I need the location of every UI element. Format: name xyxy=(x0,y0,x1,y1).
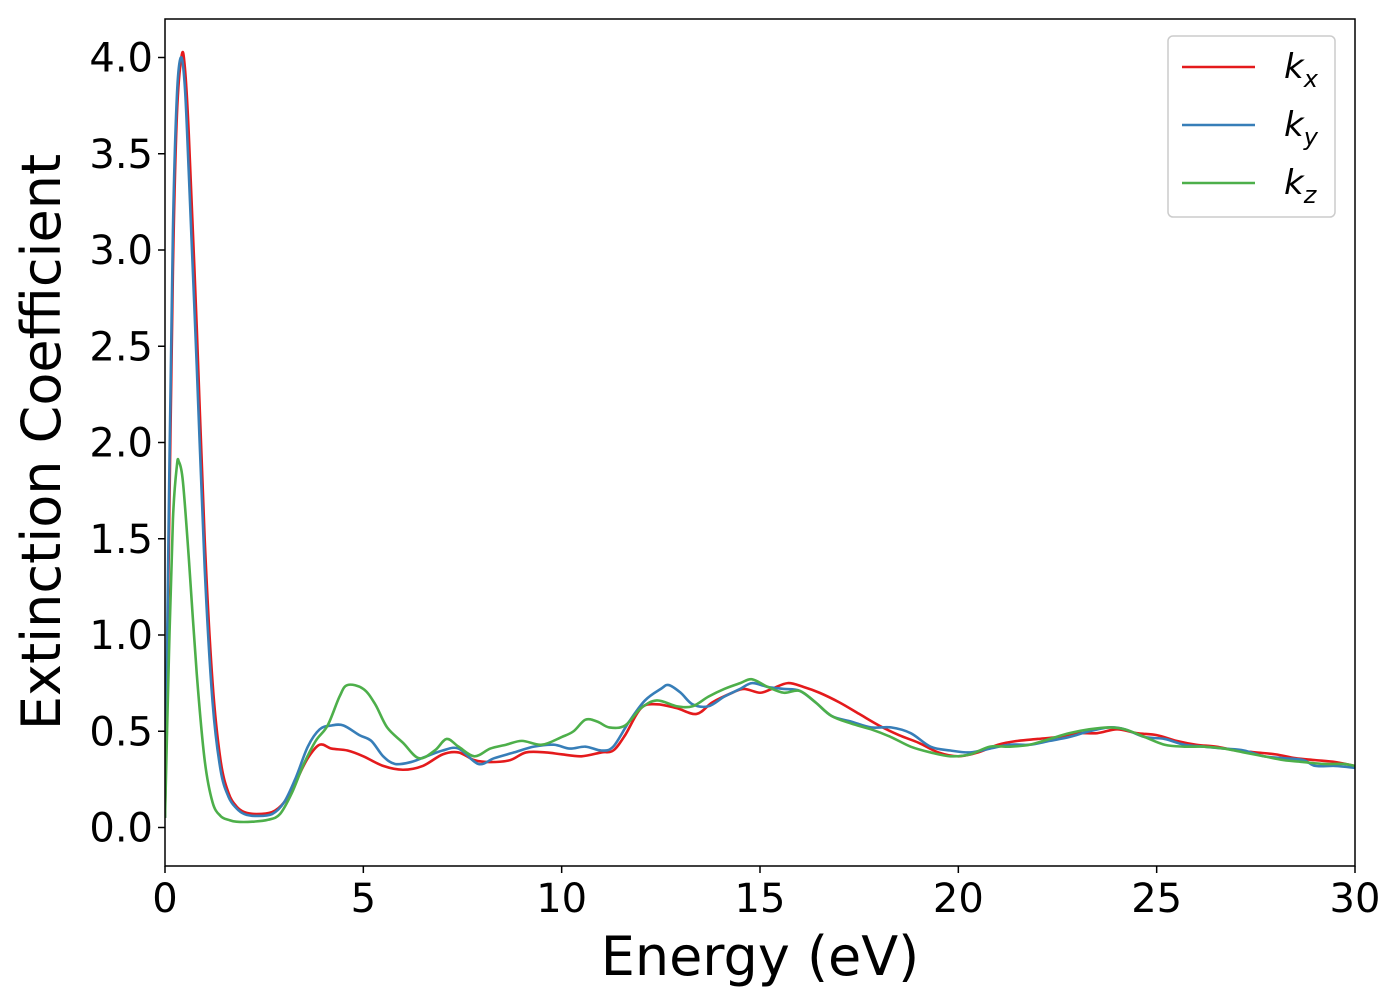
x-tick-label: 10 xyxy=(536,876,587,922)
x-tick-label: 5 xyxy=(351,876,376,922)
series-layer xyxy=(165,50,1355,824)
y-tick-label: 0.5 xyxy=(89,709,153,755)
y-tick-label: 1.0 xyxy=(89,613,153,659)
y-tick-label: 0.0 xyxy=(89,806,153,852)
y-tick-label: 2.0 xyxy=(89,421,153,467)
x-axis: 0 5 10 15 20 25 30 xyxy=(152,866,1380,922)
y-tick-label: 3.0 xyxy=(89,228,153,274)
legend-label-kx: kx xyxy=(1284,47,1319,93)
y-tick-label: 3.5 xyxy=(89,132,153,178)
x-tick-label: 0 xyxy=(152,876,177,922)
legend-box xyxy=(1167,35,1336,218)
series-line-kx xyxy=(165,50,1355,818)
x-tick-label: 15 xyxy=(735,876,786,922)
y-tick-label: 4.0 xyxy=(89,36,153,82)
series-line-kz xyxy=(165,457,1355,824)
x-tick-label: 20 xyxy=(933,876,984,922)
x-tick-label: 25 xyxy=(1131,876,1182,922)
y-axis-title: Extinction Coefficient xyxy=(10,154,73,730)
y-tick-label: 2.5 xyxy=(89,324,153,370)
x-axis-title: Energy (eV) xyxy=(601,925,920,988)
series-line-ky xyxy=(165,56,1355,818)
y-tick-label: 1.5 xyxy=(89,517,153,563)
y-axis: 0.0 0.5 1.0 1.5 2.0 2.5 3.0 3.5 4.0 xyxy=(89,36,165,852)
x-tick-label: 30 xyxy=(1330,876,1381,922)
